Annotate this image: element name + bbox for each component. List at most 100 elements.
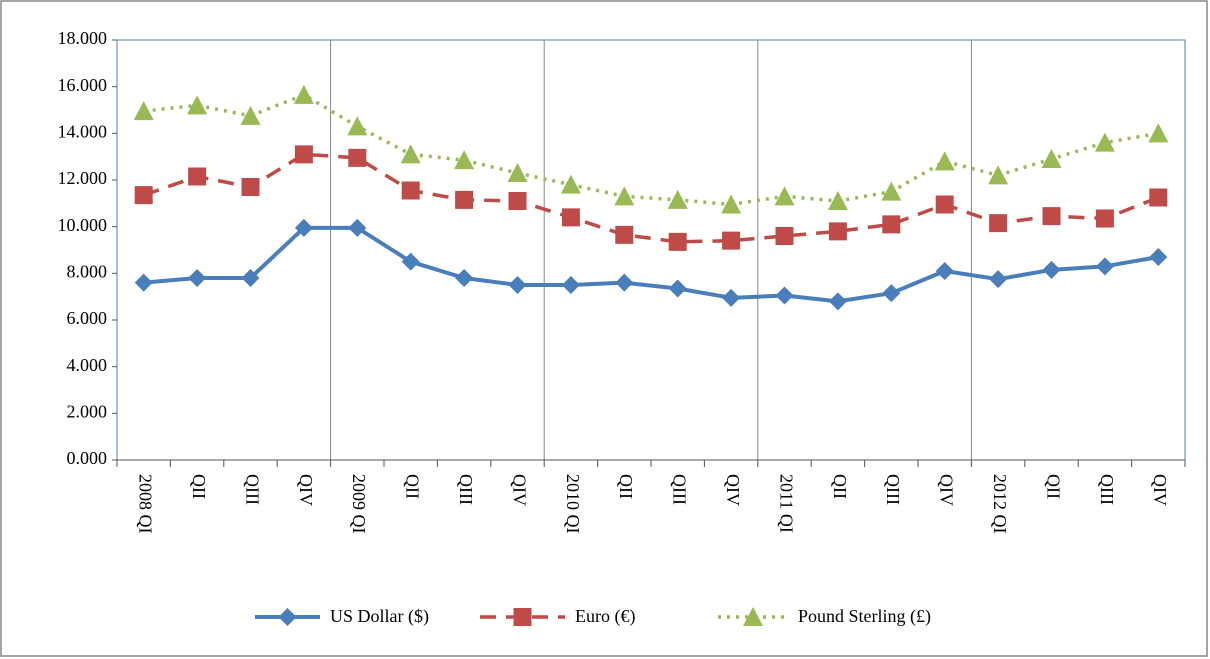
marker: [1095, 209, 1114, 228]
x-tick-label: QIII: [883, 474, 903, 505]
marker: [508, 192, 527, 210]
y-tick-label: 4.000: [67, 355, 108, 375]
marker: [133, 101, 154, 121]
marker: [882, 215, 901, 234]
marker: [241, 178, 260, 196]
y-tick-label: 10.000: [58, 215, 108, 235]
x-tick-label: QII: [830, 474, 850, 499]
legend-label: US Dollar ($): [330, 606, 429, 627]
marker: [1041, 149, 1062, 168]
marker: [134, 273, 153, 292]
marker: [828, 292, 847, 311]
y-tick-label: 14.000: [58, 121, 108, 141]
marker: [827, 191, 848, 210]
marker: [668, 279, 687, 298]
x-tick-label: QII: [189, 474, 209, 499]
x-tick-label: 2009 QI: [349, 474, 369, 534]
marker: [828, 222, 847, 241]
marker: [241, 269, 260, 287]
y-tick-label: 2.000: [67, 401, 108, 421]
x-tick-label: QIII: [1097, 474, 1117, 505]
x-tick-label: QIII: [456, 474, 476, 505]
marker: [348, 218, 367, 237]
marker: [989, 214, 1008, 233]
series-line: [143, 93, 1159, 207]
marker: [743, 607, 763, 626]
marker: [1148, 123, 1169, 143]
x-tick-label: 2011 QI: [776, 474, 796, 533]
marker: [187, 95, 208, 115]
marker: [668, 232, 687, 251]
x-tick-label: 2010 QI: [563, 474, 583, 534]
marker: [561, 208, 580, 227]
marker: [454, 150, 475, 170]
marker: [455, 269, 474, 287]
marker: [348, 148, 367, 167]
legend-label: Euro (€): [575, 606, 635, 627]
marker: [1149, 188, 1168, 207]
marker: [722, 288, 741, 307]
marker: [278, 608, 297, 626]
x-tick-label: QII: [403, 474, 423, 499]
x-tick-label: QII: [1043, 474, 1063, 499]
x-tick-label: QIV: [723, 474, 743, 506]
marker: [881, 181, 902, 201]
marker: [614, 186, 635, 206]
marker: [935, 262, 954, 280]
marker: [401, 252, 420, 271]
marker: [934, 151, 955, 171]
marker: [1042, 207, 1061, 226]
y-tick-label: 8.000: [67, 261, 108, 281]
legend-label: Pound Sterling (£): [798, 606, 931, 627]
y-tick-label: 6.000: [67, 308, 108, 328]
marker: [775, 227, 794, 245]
marker: [667, 189, 688, 209]
marker: [1095, 257, 1114, 276]
x-tick-label: QIII: [670, 474, 690, 505]
x-tick-label: QII: [616, 474, 636, 499]
marker: [774, 186, 795, 206]
marker: [293, 84, 314, 104]
marker: [560, 174, 581, 194]
marker: [401, 181, 420, 200]
x-tick-label: QIII: [242, 474, 262, 505]
marker: [1042, 260, 1061, 279]
marker: [989, 270, 1008, 289]
marker: [400, 144, 421, 164]
marker: [615, 273, 634, 292]
marker: [775, 286, 794, 305]
marker: [240, 105, 261, 125]
marker: [513, 608, 532, 626]
marker: [882, 284, 901, 303]
y-tick-label: 16.000: [58, 75, 108, 95]
marker: [508, 276, 527, 294]
marker: [347, 116, 368, 136]
x-tick-label: QIV: [509, 474, 529, 506]
marker: [188, 269, 207, 287]
marker: [294, 218, 313, 237]
marker: [1149, 248, 1168, 266]
marker: [188, 167, 207, 186]
marker: [561, 276, 580, 294]
x-tick-label: QIV: [937, 474, 957, 506]
y-tick-label: 18.000: [58, 28, 108, 48]
x-tick-label: 2012 QI: [990, 474, 1010, 534]
x-tick-label: QIV: [1150, 474, 1170, 506]
marker: [721, 194, 742, 214]
marker: [507, 163, 528, 182]
marker: [935, 195, 954, 214]
marker: [722, 231, 741, 250]
marker: [455, 190, 474, 209]
marker: [615, 225, 634, 244]
y-tick-label: 0.000: [67, 448, 108, 468]
y-tick-label: 12.000: [58, 168, 108, 188]
marker: [294, 145, 313, 164]
x-tick-label: QIV: [296, 474, 316, 506]
marker: [1094, 132, 1115, 152]
marker: [988, 165, 1009, 185]
x-tick-label: 2008 QI: [136, 474, 156, 534]
marker: [134, 186, 153, 205]
